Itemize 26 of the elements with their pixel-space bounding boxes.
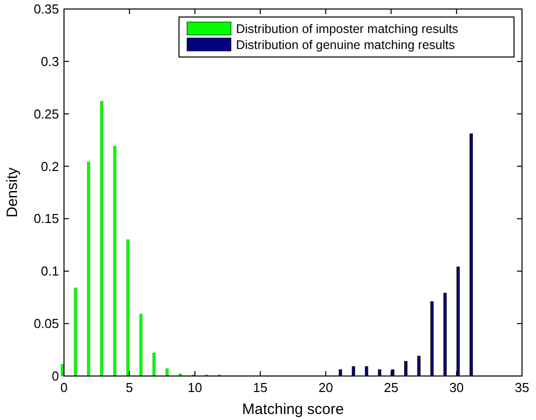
y-tick-label: 0.05 bbox=[34, 316, 59, 332]
x-tick-label: 30 bbox=[449, 380, 464, 395]
y-tick-label: 0.35 bbox=[34, 2, 59, 16]
y-tick-label: 0.2 bbox=[40, 158, 59, 174]
x-tick-label: 20 bbox=[318, 380, 333, 395]
y-tick-label: 0.3 bbox=[40, 54, 59, 69]
x-tick-label: 15 bbox=[253, 380, 268, 395]
legend-label: Distribution of genuine matching results bbox=[236, 38, 455, 52]
bar bbox=[139, 314, 143, 376]
x-tick-label: 35 bbox=[514, 380, 530, 395]
y-tick-label: 0.25 bbox=[34, 106, 59, 122]
bar bbox=[100, 100, 104, 376]
x-axis-title: Matching score bbox=[242, 401, 344, 418]
y-axis-title: Density bbox=[4, 167, 21, 218]
legend-label: Distribution of imposter matching results bbox=[236, 22, 458, 36]
bar bbox=[74, 288, 78, 376]
y-tick-label: 0 bbox=[52, 368, 59, 384]
x-tick-label: 25 bbox=[384, 380, 398, 395]
bar bbox=[126, 239, 130, 376]
x-tick-label: 10 bbox=[188, 380, 202, 395]
bar bbox=[152, 352, 156, 376]
y-tick-label: 0.1 bbox=[40, 264, 59, 279]
y-tick-label: 0.15 bbox=[34, 211, 59, 226]
x-tick-label: 5 bbox=[126, 380, 134, 395]
bar bbox=[113, 146, 116, 376]
bar bbox=[86, 162, 90, 376]
